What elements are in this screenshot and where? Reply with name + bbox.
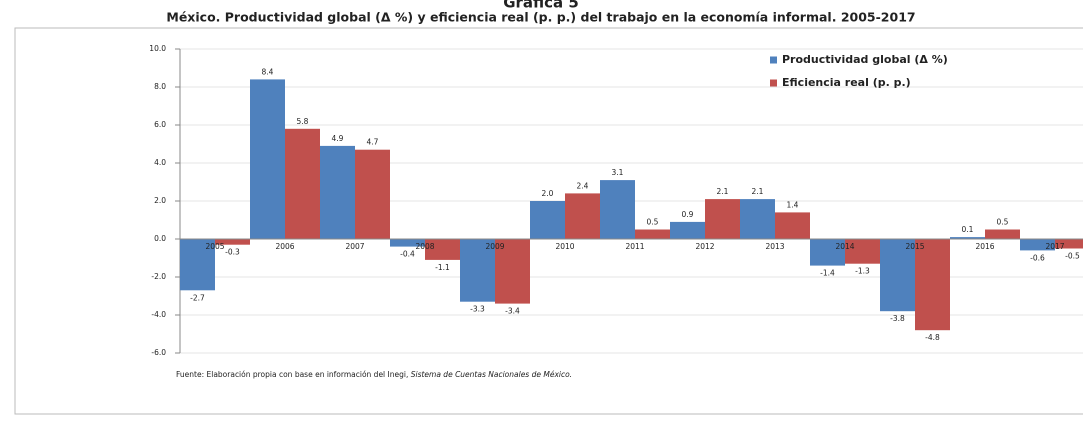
- x-tick-label: 2009: [485, 242, 504, 251]
- bar: [495, 239, 530, 304]
- data-label: 0.1: [962, 225, 974, 234]
- bar: [215, 239, 250, 245]
- x-tick-label: 2016: [975, 242, 994, 251]
- bar: [1020, 239, 1055, 251]
- x-tick-label: 2014: [835, 242, 854, 251]
- x-tick-label: 2008: [415, 242, 434, 251]
- x-tick-label: 2006: [275, 242, 294, 251]
- chart-supertitle: Gráfica 5: [503, 0, 579, 12]
- legend-swatch: [770, 56, 777, 64]
- y-tick-label: -6.0: [151, 348, 166, 357]
- bar: [460, 239, 495, 302]
- chart-title: México. Productividad global (Δ %) y efi…: [166, 10, 915, 25]
- data-label: 2.0: [542, 189, 554, 198]
- data-label: -0.6: [1030, 253, 1045, 262]
- data-label: -1.4: [820, 269, 835, 278]
- data-label: 3.1: [612, 168, 624, 177]
- legend-label: Eficiencia real (p. p.): [782, 76, 911, 89]
- x-tick-label: 2012: [695, 242, 714, 251]
- data-label: -1.3: [855, 267, 870, 276]
- data-label: -0.3: [225, 248, 240, 257]
- x-tick-label: 2011: [625, 242, 644, 251]
- data-label: 1.4: [787, 200, 799, 209]
- bar: [775, 212, 810, 239]
- y-tick-label: 4.0: [154, 158, 166, 167]
- x-tick-label: 2015: [905, 242, 924, 251]
- bar: [985, 229, 1020, 239]
- data-label: 0.9: [682, 210, 694, 219]
- data-label: -3.4: [505, 307, 520, 316]
- data-label: -0.5: [1065, 252, 1080, 261]
- bar: [180, 239, 215, 291]
- data-label: -0.4: [400, 250, 415, 259]
- bar: [1055, 239, 1083, 249]
- x-tick-label: 2005: [205, 242, 224, 251]
- bar: [705, 199, 740, 239]
- data-label: 4.9: [332, 134, 344, 143]
- y-tick-label: 0.0: [154, 234, 166, 243]
- bar: [670, 221, 705, 239]
- bar: [880, 239, 915, 312]
- legend-label: Productividad global (Δ %): [782, 53, 948, 66]
- legend-swatch: [770, 79, 777, 87]
- x-tick-label: 2007: [345, 242, 364, 251]
- bar: [600, 180, 635, 239]
- y-tick-label: 10.0: [149, 44, 166, 53]
- y-tick-label: 6.0: [154, 120, 166, 129]
- data-label: -3.3: [470, 305, 485, 314]
- data-label: -2.7: [190, 293, 205, 302]
- bar: [845, 239, 880, 264]
- y-tick-label: -4.0: [151, 310, 166, 319]
- frame: [14, 27, 1083, 415]
- source-note: Fuente: Elaboración propia con base en i…: [176, 370, 572, 379]
- y-tick-label: -2.0: [151, 272, 166, 281]
- x-tick-label: 2013: [765, 242, 784, 251]
- x-tick-label: 2017: [1045, 242, 1064, 251]
- bar: [285, 128, 320, 239]
- bar: [740, 199, 775, 239]
- data-label: 8.4: [262, 67, 274, 76]
- x-tick-label: 2010: [555, 242, 574, 251]
- bar: [320, 145, 355, 239]
- bar: [355, 149, 390, 239]
- source-italic: Sistema de Cuentas Nacionales de México.: [411, 370, 572, 379]
- data-label: 5.8: [297, 117, 309, 126]
- bar: [915, 239, 950, 331]
- bar: [950, 237, 985, 239]
- data-label: 2.4: [577, 181, 589, 190]
- bar: [390, 239, 425, 247]
- bar: [530, 201, 565, 239]
- bar: [810, 239, 845, 266]
- bar: [250, 79, 285, 240]
- y-tick-label: 8.0: [154, 82, 166, 91]
- data-label: 0.5: [997, 218, 1009, 227]
- y-tick-label: 2.0: [154, 196, 166, 205]
- data-label: -4.8: [925, 333, 940, 342]
- data-label: 2.1: [752, 187, 764, 196]
- data-label: -3.8: [890, 314, 905, 323]
- data-label: -1.1: [435, 263, 450, 272]
- data-label: 0.5: [647, 218, 659, 227]
- bar: [425, 239, 460, 260]
- bar: [635, 229, 670, 239]
- data-label: 4.7: [367, 138, 379, 147]
- bar: [565, 193, 600, 239]
- data-label: 2.1: [717, 187, 729, 196]
- source-text: Fuente: Elaboración propia con base en i…: [176, 370, 411, 379]
